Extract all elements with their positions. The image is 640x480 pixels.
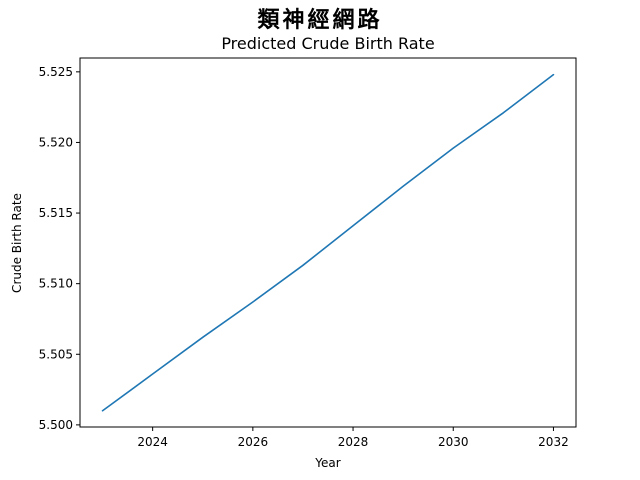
y-tick-label: 5.510 bbox=[39, 277, 73, 291]
series-line bbox=[101, 73, 555, 412]
x-tick-label: 2024 bbox=[137, 435, 168, 449]
x-axis-label: Year bbox=[314, 456, 340, 470]
x-tick-label: 2026 bbox=[238, 435, 269, 449]
x-tick-label: 2032 bbox=[538, 435, 569, 449]
y-tick-label: 5.500 bbox=[39, 418, 73, 432]
y-tick-label: 5.520 bbox=[39, 135, 73, 149]
x-axis: 2024 2026 2028 2030 2032 bbox=[137, 427, 569, 449]
chart-title: Predicted Crude Birth Rate bbox=[221, 34, 434, 53]
figure-suptitle: 類神經網路 bbox=[257, 7, 383, 33]
y-tick-label: 5.505 bbox=[39, 347, 73, 361]
x-tick-label: 2028 bbox=[338, 435, 369, 449]
series-layer bbox=[101, 73, 555, 412]
y-axis-label: Crude Birth Rate bbox=[10, 193, 24, 293]
y-tick-label: 5.525 bbox=[39, 65, 73, 79]
plot-area-frame bbox=[79, 57, 577, 428]
y-tick-label: 5.515 bbox=[39, 206, 73, 220]
y-axis: 5.500 5.505 5.510 5.515 5.520 5.525 bbox=[39, 65, 80, 432]
x-tick-label: 2030 bbox=[438, 435, 469, 449]
